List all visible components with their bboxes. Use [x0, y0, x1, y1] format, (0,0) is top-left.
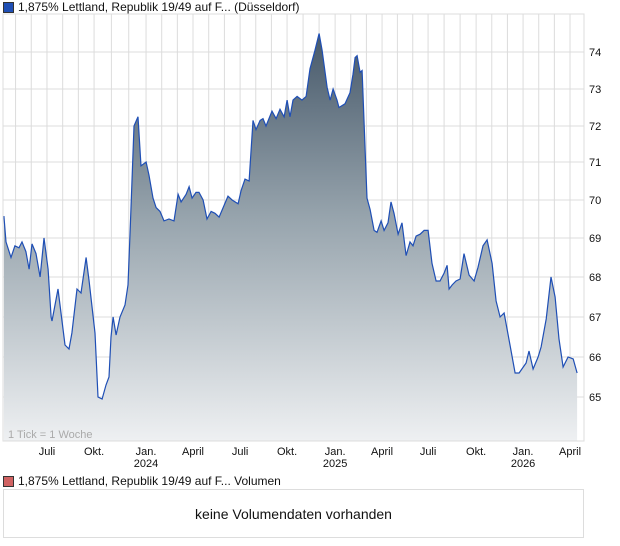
x-tick-label: Okt. — [466, 446, 486, 458]
volume-legend-swatch — [3, 475, 14, 487]
y-tick-label: 69 — [589, 233, 601, 245]
x-tick-label: Juli — [420, 446, 437, 458]
y-tick-label: 65 — [589, 392, 601, 404]
volume-legend-label: 1,875% Lettland, Republik 19/49 auf F...… — [18, 474, 281, 488]
x-tick-label: Juli — [39, 446, 56, 458]
volume-panel: keine Volumendaten vorhanden — [3, 489, 584, 538]
y-tick-label: 73 — [589, 84, 601, 96]
x-tick-label: Jan. — [325, 446, 346, 458]
y-tick-label: 71 — [589, 157, 601, 169]
y-tick-label: 67 — [589, 312, 601, 324]
price-area — [3, 33, 578, 441]
x-tick-label: Juli — [232, 446, 249, 458]
y-tick-label: 68 — [589, 272, 601, 284]
x-tick-label: April — [371, 446, 393, 458]
x-tick-label: April — [559, 446, 581, 458]
tick-note: 1 Tick = 1 Woche — [8, 429, 92, 441]
volume-legend: 1,875% Lettland, Republik 19/49 auf F...… — [3, 474, 281, 488]
x-tick-year: 2026 — [511, 458, 535, 470]
y-tick-label: 70 — [589, 195, 601, 207]
price-legend-label: 1,875% Lettland, Republik 19/49 auf F...… — [18, 0, 300, 14]
y-tick-label: 72 — [589, 121, 601, 133]
plot-border — [2, 13, 585, 442]
x-tick-label: Jan. — [513, 446, 534, 458]
price-legend: 1,875% Lettland, Republik 19/49 auf F...… — [3, 0, 300, 14]
x-tick-year: 2024 — [134, 458, 158, 470]
y-tick-label: 74 — [589, 47, 601, 59]
price-chart: 1 Tick = 1 Woche 65 66 67 68 69 70 71 72 73 74 Ju… — [2, 13, 601, 470]
x-tick-label: Jan. — [136, 446, 157, 458]
x-tick-label: Okt. — [277, 446, 297, 458]
x-tick-label: Okt. — [84, 446, 104, 458]
price-legend-swatch — [3, 1, 14, 13]
x-tick-year: 2025 — [323, 458, 347, 470]
y-tick-label: 66 — [589, 352, 601, 364]
x-tick-label: April — [182, 446, 204, 458]
price-line — [3, 33, 578, 400]
volume-empty-message: keine Volumendaten vorhanden — [195, 505, 392, 522]
